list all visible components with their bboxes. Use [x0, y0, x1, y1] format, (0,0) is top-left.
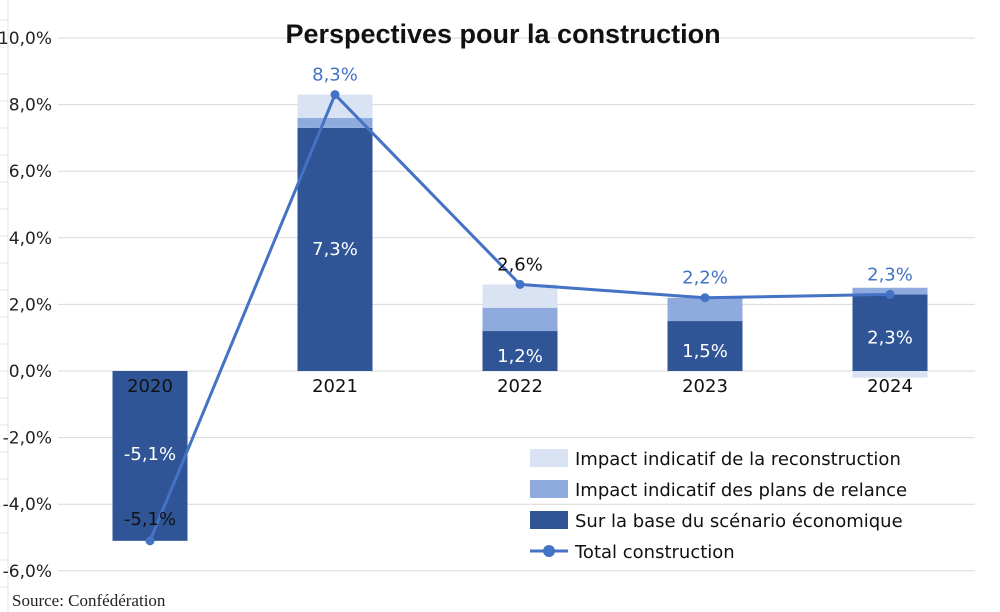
legend-label: Impact indicatif des plans de relance [575, 480, 907, 501]
chart-title: Perspectives pour la construction [285, 19, 720, 49]
x-tick-label: 2024 [867, 376, 913, 397]
line-data-label: 2,6% [497, 254, 543, 275]
line-data-label: 8,3% [312, 65, 358, 86]
y-tick-label: 10,0% [0, 29, 52, 49]
y-tick-label: -4,0% [3, 495, 52, 515]
bar-segment [852, 371, 928, 378]
bar-segment [852, 294, 928, 371]
bar-data-label: 1,2% [497, 346, 543, 367]
x-tick-label: 2023 [682, 376, 728, 397]
bar-data-label: 1,5% [682, 341, 728, 362]
bar-data-label: 2,3% [867, 328, 913, 349]
line-data-label: -5,1% [124, 509, 176, 530]
y-tick-label: 8,0% [9, 96, 52, 116]
line-data-label: 2,2% [682, 268, 728, 289]
bar-data-label: -5,1% [124, 444, 176, 465]
x-tick-label: 2021 [312, 376, 358, 397]
bar-segment [482, 284, 558, 308]
y-tick-label: 0,0% [9, 362, 52, 382]
bar-segment [667, 321, 743, 371]
y-tick-label: -2,0% [3, 429, 52, 449]
total-point [885, 289, 895, 299]
bar-data-label: 7,3% [312, 239, 358, 260]
y-tick-label: 6,0% [9, 162, 52, 182]
bar-segment [482, 307, 558, 332]
x-tick-label: 2022 [497, 376, 543, 397]
bar-segment [482, 331, 558, 371]
legend-swatch [530, 480, 568, 498]
total-point [145, 536, 155, 546]
y-tick-label: 2,0% [9, 295, 52, 315]
y-tick-label: 4,0% [9, 229, 52, 249]
bar-segment [297, 117, 373, 128]
legend-swatch [530, 449, 568, 467]
bar-segment [667, 297, 743, 322]
line-data-label: 2,3% [867, 264, 913, 285]
y-tick-label: -6,0% [3, 562, 52, 582]
legend-label: Impact indicatif de la reconstruction [575, 449, 901, 470]
legend-label: Total construction [574, 542, 735, 563]
bar-segment [297, 127, 373, 371]
source-note: Source: Confédération [12, 591, 166, 610]
legend-marker [543, 545, 555, 557]
legend-label: Sur la base du scénario économique [575, 511, 903, 532]
total-point [700, 293, 710, 303]
bar-segment [112, 371, 188, 541]
legend-swatch [530, 511, 568, 529]
total-point [515, 279, 525, 289]
x-tick-label: 2020 [127, 376, 173, 397]
total-point [330, 90, 340, 100]
